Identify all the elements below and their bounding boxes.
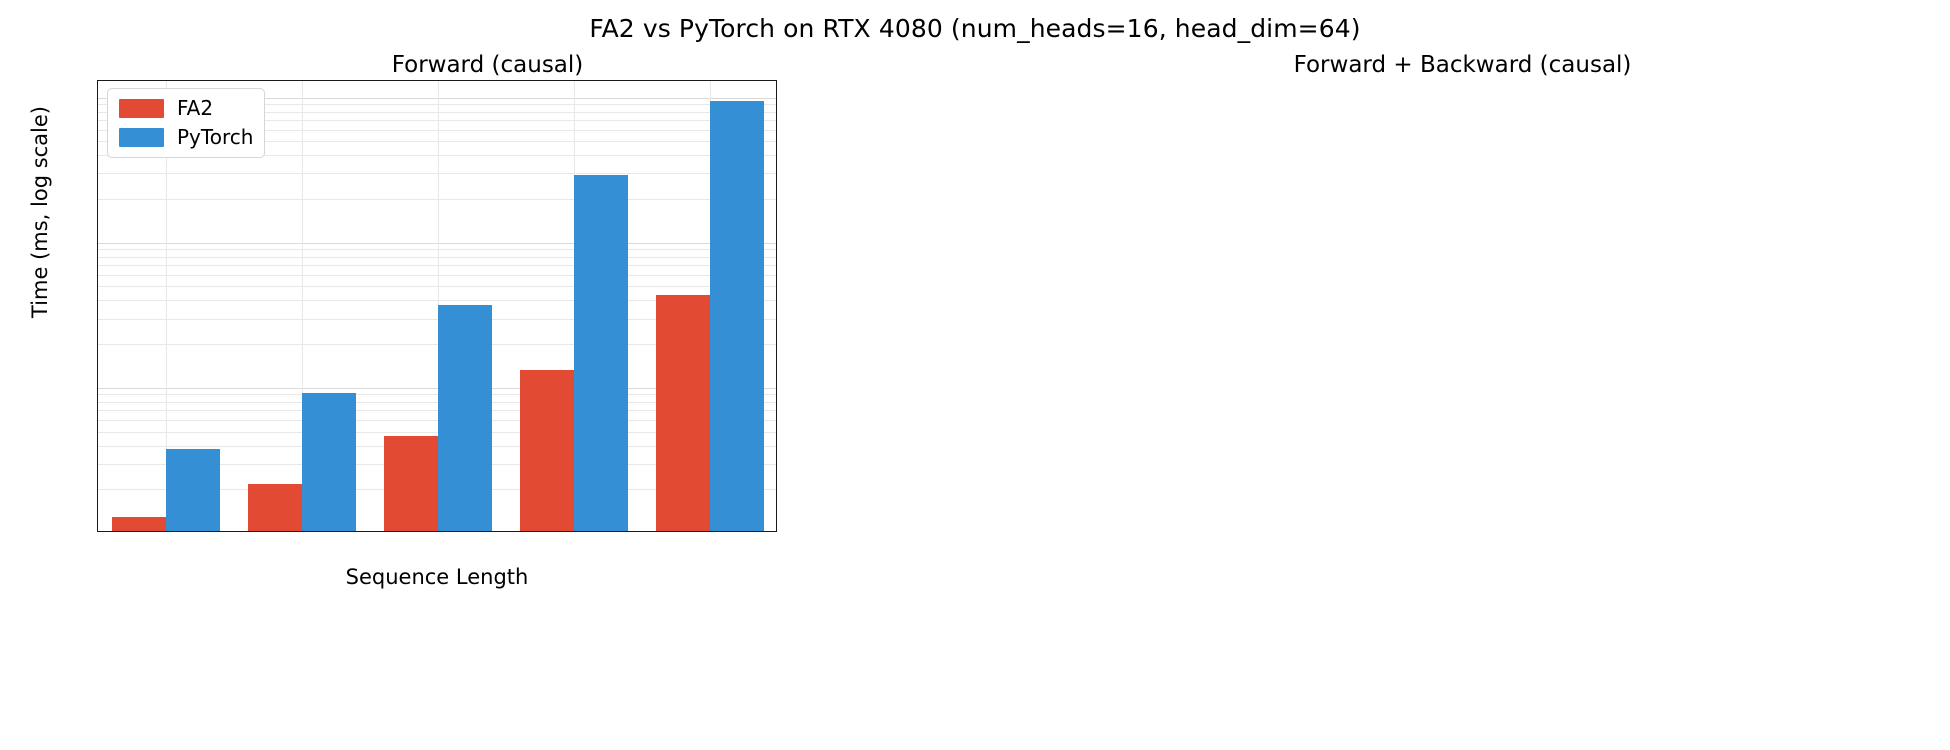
x-tick-mark [573, 531, 575, 532]
y-tick-mark [97, 274, 98, 276]
gridline-minor [98, 155, 776, 157]
subplot-title-left: Forward (causal) [391, 52, 584, 78]
legend-item: FA2 [119, 96, 253, 120]
legend-swatch-fa2-icon [119, 98, 164, 118]
y-tick-mark [97, 198, 98, 200]
bar-fa2-512 [247, 484, 302, 531]
y-tick-label: 10−1 [97, 376, 98, 400]
y-tick-mark [97, 119, 98, 121]
gridline-minor [98, 129, 776, 131]
x-tick-mark [709, 531, 711, 532]
x-axis-label-left: Sequence Length [345, 565, 529, 589]
y-tick-mark [97, 445, 98, 447]
legend-label: PyTorch [177, 125, 254, 149]
y-tick-mark [97, 256, 98, 258]
y-tick-mark [97, 401, 98, 403]
x-tick-label: 256 [147, 531, 185, 532]
gridline-minor [98, 286, 776, 288]
y-tick-mark [97, 410, 98, 412]
y-axis-label-left: Time (ms, log scale) [28, 106, 52, 318]
y-tick-mark [97, 463, 98, 465]
bar-pytorch-256 [166, 448, 221, 531]
gridline-minor [98, 401, 776, 403]
x-tick-label: 1024 [413, 531, 464, 532]
bar-pytorch-1024 [438, 305, 493, 531]
y-tick-mark [97, 300, 98, 302]
y-tick-mark [97, 140, 98, 142]
subplot-forward-causal: Forward (causal) 101 100 10−1 10−2 256 512 10… [28, 52, 777, 589]
bar-pytorch-2048 [574, 174, 629, 531]
bar-fa2-2048 [519, 370, 574, 531]
y-tick-mark [97, 343, 98, 345]
y-tick-mark [97, 173, 98, 175]
y-tick-mark [97, 129, 98, 131]
x-tick-label: 512 [283, 531, 321, 532]
gridline-minor [98, 274, 776, 276]
legend-swatch-pytorch-icon [119, 127, 164, 147]
gridline-minor [98, 394, 776, 396]
bar-pytorch-4096 [710, 100, 765, 531]
y-tick-label: 100 [97, 231, 98, 255]
subplot-title-right: Forward + Backward (causal) [1293, 52, 1632, 78]
x-tick-label: 2048 [549, 531, 600, 532]
x-tick-mark [301, 531, 303, 532]
legend-label: FA2 [177, 96, 214, 120]
legend-left: FA2 PyTorch [107, 88, 266, 158]
gridline-minor [98, 104, 776, 106]
gridline-minor [98, 300, 776, 302]
legend-item: PyTorch [119, 125, 253, 149]
gridline-major [98, 97, 776, 99]
figure-suptitle: FA2 vs PyTorch on RTX 4080 (num_heads=16… [589, 14, 1361, 43]
x-tick-mark [437, 531, 439, 532]
y-tick-mark [97, 155, 98, 157]
subplot-forward-backward-causal: Forward + Backward (causal) 10110010−1 2… [975, 0, 1950, 750]
y-tick-mark [97, 431, 98, 433]
gridline-minor [98, 420, 776, 422]
gridline-minor [98, 141, 776, 143]
y-tick-mark [97, 286, 98, 288]
gridline-vertical [302, 81, 303, 531]
bars-left [98, 81, 776, 531]
y-tick-mark [97, 419, 98, 421]
y-tick-mark [97, 264, 98, 266]
gridline-minor [98, 111, 776, 113]
gridline-minor [98, 318, 776, 320]
gridline-major [98, 387, 776, 389]
x-tick-label: 4096 [685, 531, 736, 532]
gridline-minor [98, 431, 776, 433]
gridline-minor [98, 120, 776, 122]
gridline-minor [98, 199, 776, 200]
bar-fa2-4096 [655, 295, 710, 531]
gridline-minor [98, 249, 776, 251]
gridline-minor [98, 256, 776, 258]
gridline-minor [98, 410, 776, 412]
bar-fa2-256 [111, 516, 166, 531]
gridline-major [98, 242, 776, 244]
y-tick-label: 101 [97, 86, 98, 110]
gridline-minor [98, 265, 776, 267]
bar-pytorch-512 [302, 393, 357, 531]
y-tick-label: 10−2 [97, 521, 98, 532]
gridline-vertical [166, 81, 167, 531]
gridline-minor [98, 173, 776, 175]
y-tick-mark [97, 111, 98, 113]
gridline-minor [98, 344, 776, 346]
y-tick-mark [97, 318, 98, 320]
bar-fa2-1024 [383, 436, 438, 531]
y-tick-mark [97, 489, 98, 491]
x-tick-mark [165, 531, 167, 532]
